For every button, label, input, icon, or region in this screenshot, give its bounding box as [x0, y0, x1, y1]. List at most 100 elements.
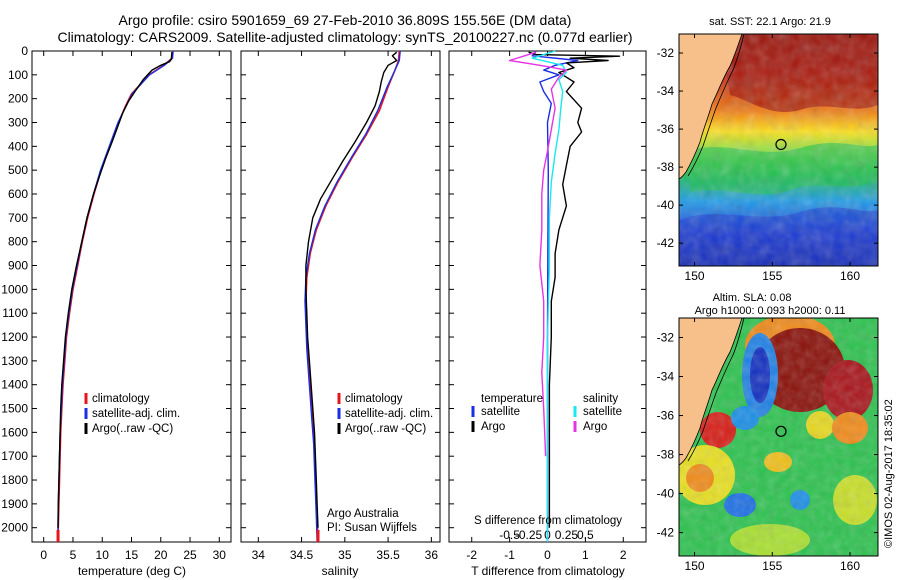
credit-argo-australia: Argo Australia [327, 508, 399, 520]
legend-satellite-label: satellite-adj. clim. [345, 408, 433, 420]
difference-legend: temperature satellite Argo salinity sate… [471, 393, 622, 433]
salinity-series [304, 50, 401, 543]
temperature-legend: climatology satellite-adj. clim. Argo(..… [84, 393, 180, 435]
depth-tick-label: 1600 [1, 425, 28, 439]
depth-tick-label: 400 [8, 139, 28, 153]
sst-map-axes: 150 155 160 -32 -34 -36 -38 -40 -42 [657, 34, 878, 283]
legend-s-satellite-label: satellite [583, 406, 622, 418]
x-tick-label: 36 [425, 548, 439, 562]
legend-temperature-title: temperature [481, 393, 543, 405]
lon-tick-label: 150 [685, 269, 705, 283]
lat-tick-label: -38 [657, 160, 675, 174]
lon-tick-label: 155 [762, 269, 782, 283]
temperature-plot-area [31, 50, 232, 543]
lon-tick-label: 160 [840, 269, 860, 283]
salinity-panel: 34 34.5 35 35.5 36 salinity climatology sate… [240, 50, 441, 578]
depth-tick-label: 1200 [1, 330, 28, 344]
legend-argo-label: Argo(..raw -QC) [92, 423, 173, 435]
t-difference-label: T difference from climatology [471, 564, 625, 578]
temperature-axis-label: temperature (deg C) [78, 564, 186, 578]
x-tick-label: 15 [125, 548, 139, 562]
legend-t-satellite-label: satellite [481, 406, 520, 418]
salinity-legend: climatology satellite-adj. clim. Argo(..… [337, 393, 433, 435]
sla-map: Altim. SLA: 0.08 Argo h1000: 0.093 h2000… [657, 292, 879, 573]
x-tick-label: 20 [154, 548, 168, 562]
depth-tick-label: 1900 [1, 497, 28, 511]
depth-tick-label: 1800 [1, 473, 28, 487]
x-tick-label: 0 [544, 548, 551, 562]
depth-tick-label: 600 [8, 187, 28, 201]
x-tick-label: 35 [338, 548, 352, 562]
sst-land [679, 34, 743, 180]
t-difference-axis: -2 -1 0 1 2 [449, 50, 646, 562]
credit-pi: PI: Susan Wijffels [327, 522, 417, 534]
depth-tick-label: 100 [8, 68, 28, 82]
sst-depth-contour [687, 34, 745, 177]
figure-title-line1: Argo profile: csiro 5901659_69 27-Feb-20… [119, 12, 572, 28]
x-tick-label: 34.5 [290, 548, 314, 562]
depth-tick-label: 1100 [2, 306, 28, 320]
sst-map: sat. SST: 22.1 Argo: 21.9 150 155 160 -32 -3… [657, 16, 879, 283]
legend-s-argo-label: Argo [583, 421, 607, 433]
series-line-argo-raw-qc- [57, 52, 173, 528]
series-line-t-argo [528, 51, 621, 528]
lat-tick-label: -32 [657, 46, 675, 60]
salinity-axis-label: salinity [322, 564, 359, 578]
x-tick-label: 30 [213, 548, 227, 562]
difference-series [508, 50, 621, 542]
lat-tick-label: -42 [657, 236, 675, 250]
x-tick-label: 1 [582, 548, 589, 562]
depth-tick-label: 500 [8, 163, 28, 177]
sst-map-title: sat. SST: 22.1 Argo: 21.9 [709, 16, 831, 28]
depth-tick-label: 1400 [1, 378, 28, 392]
sla-map-axes: 150 155 160 -32 -34 -36 -38 -40 -42 [657, 318, 878, 573]
legend-satellite-label: satellite-adj. clim. [92, 408, 180, 420]
x-tick-label: 0 [40, 548, 47, 562]
sst-map-frame [678, 33, 879, 267]
imos-credit: ©IMOS 02-Aug-2017 18:35:02 [883, 399, 895, 548]
lat-tick-label: -36 [657, 122, 675, 136]
sla-land [679, 318, 743, 466]
series-line-argo-raw-qc- [305, 51, 398, 528]
series-line-s-satellite [531, 50, 568, 542]
legend-climatology-label: climatology [92, 393, 150, 405]
x-tick-label: 5 [70, 548, 77, 562]
s-tick-label: 0.25 [555, 528, 579, 542]
legend-salinity-title: salinity [583, 393, 618, 405]
temperature-axis: 0 5 10 15 20 25 30 [40, 51, 226, 562]
lat-tick-label: -36 [657, 409, 675, 423]
s-tick-label: 0.5 [577, 528, 594, 542]
sla-map-title-line1: Altim. SLA: 0.08 [713, 292, 792, 304]
depth-tick-label: 0 [21, 44, 28, 58]
depth-tick-label: 200 [8, 92, 28, 106]
x-tick-label: -1 [504, 548, 515, 562]
lat-tick-label: -42 [657, 526, 675, 540]
depth-tick-label: 800 [8, 235, 28, 249]
difference-panel: -2 -1 0 1 2 -0.5-0.25 0 0.250.5 S difference f… [448, 50, 647, 578]
lat-tick-label: -40 [657, 487, 675, 501]
lat-tick-label: -34 [657, 370, 675, 384]
sst-profile-location-marker [775, 138, 787, 151]
legend-t-argo-label: Argo [481, 421, 505, 433]
x-tick-label: 2 [620, 548, 627, 562]
s-tick-label: -0.25 [515, 528, 543, 542]
depth-tick-label: 700 [8, 211, 28, 225]
depth-axis: 0 100 200 300 400 500 600 700 800 900 1000 1100 1200… [1, 44, 231, 535]
x-tick-label: 25 [183, 548, 197, 562]
temperature-series [56, 50, 174, 543]
s-difference-label: S difference from climatology [474, 515, 622, 527]
lon-tick-label: 155 [762, 559, 782, 573]
s-tick-label: -0.5 [499, 528, 520, 542]
depth-tick-label: 2000 [1, 521, 28, 535]
s-difference-axis: -0.5-0.25 0 0.250.5 [499, 528, 594, 542]
figure-title-line2: Climatology: CARS2009. Satellite-adjuste… [57, 29, 632, 45]
x-tick-label: 10 [96, 548, 110, 562]
depth-tick-label: 1300 [1, 354, 28, 368]
series-line-s-argo [508, 51, 568, 457]
x-tick-label: -2 [466, 548, 477, 562]
salinity-axis: 34 34.5 35 35.5 36 [241, 50, 440, 562]
legend-climatology-label: climatology [345, 393, 403, 405]
lat-tick-label: -34 [657, 84, 675, 98]
temperature-panel: 0100200300400500600700800900100011001200… [1, 44, 232, 578]
